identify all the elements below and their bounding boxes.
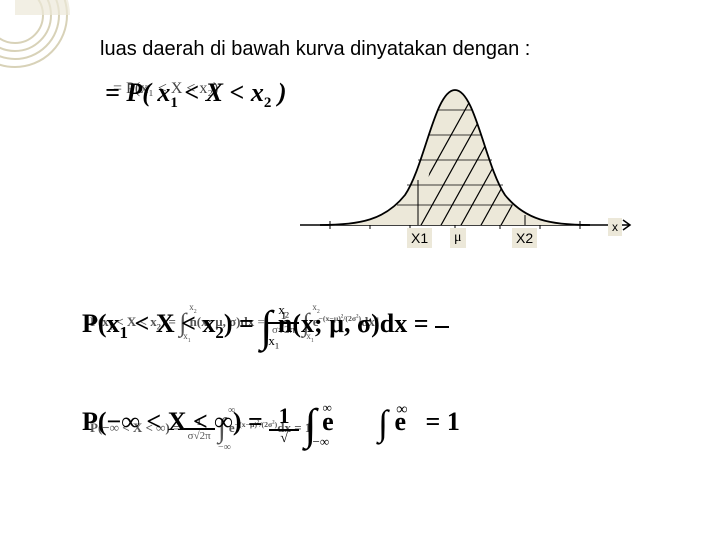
eq-top-part2: < X < x	[178, 78, 264, 107]
eq-top-part3: )	[271, 78, 286, 107]
f2-front: P(−∞ < X < ∞) = 1 √ ∫ ∞ −∞ e ∫ ∞ e = 1	[82, 403, 460, 447]
formula-area: P(x1 < X < x2) = ∫x2x1 n(x; μ, σ)dx = 1σ…	[90, 290, 660, 490]
formula-row-1: P(x1 < X < x2) = ∫x2x1 n(x; μ, σ)dx = 1σ…	[90, 290, 660, 365]
page-title: luas daerah di bawah kurva dinyatakan de…	[100, 38, 530, 61]
corner-ornament	[0, 0, 90, 90]
normal-curve-chart	[300, 65, 640, 255]
formula-row-2: P(−∞ < X < ∞) = 1σ√2π ∫∞−∞ e−(x−μ)2/(2σ2…	[90, 395, 660, 470]
axis-label-mu: μ	[450, 228, 466, 248]
eq-top: = P( x1 < X < x2 )	[105, 78, 287, 112]
f1-front: P(x1 < X < x2) = ∫ x2 x1 n(x; μ, σ)dx =	[82, 300, 449, 354]
axis-label-x1: X1	[407, 228, 432, 248]
axis-label-x2: X2	[512, 228, 537, 248]
axis-label-x: x	[608, 218, 622, 236]
eq-top-part1: = P( x	[105, 78, 170, 107]
eq-top-sub1: 1	[170, 95, 178, 111]
